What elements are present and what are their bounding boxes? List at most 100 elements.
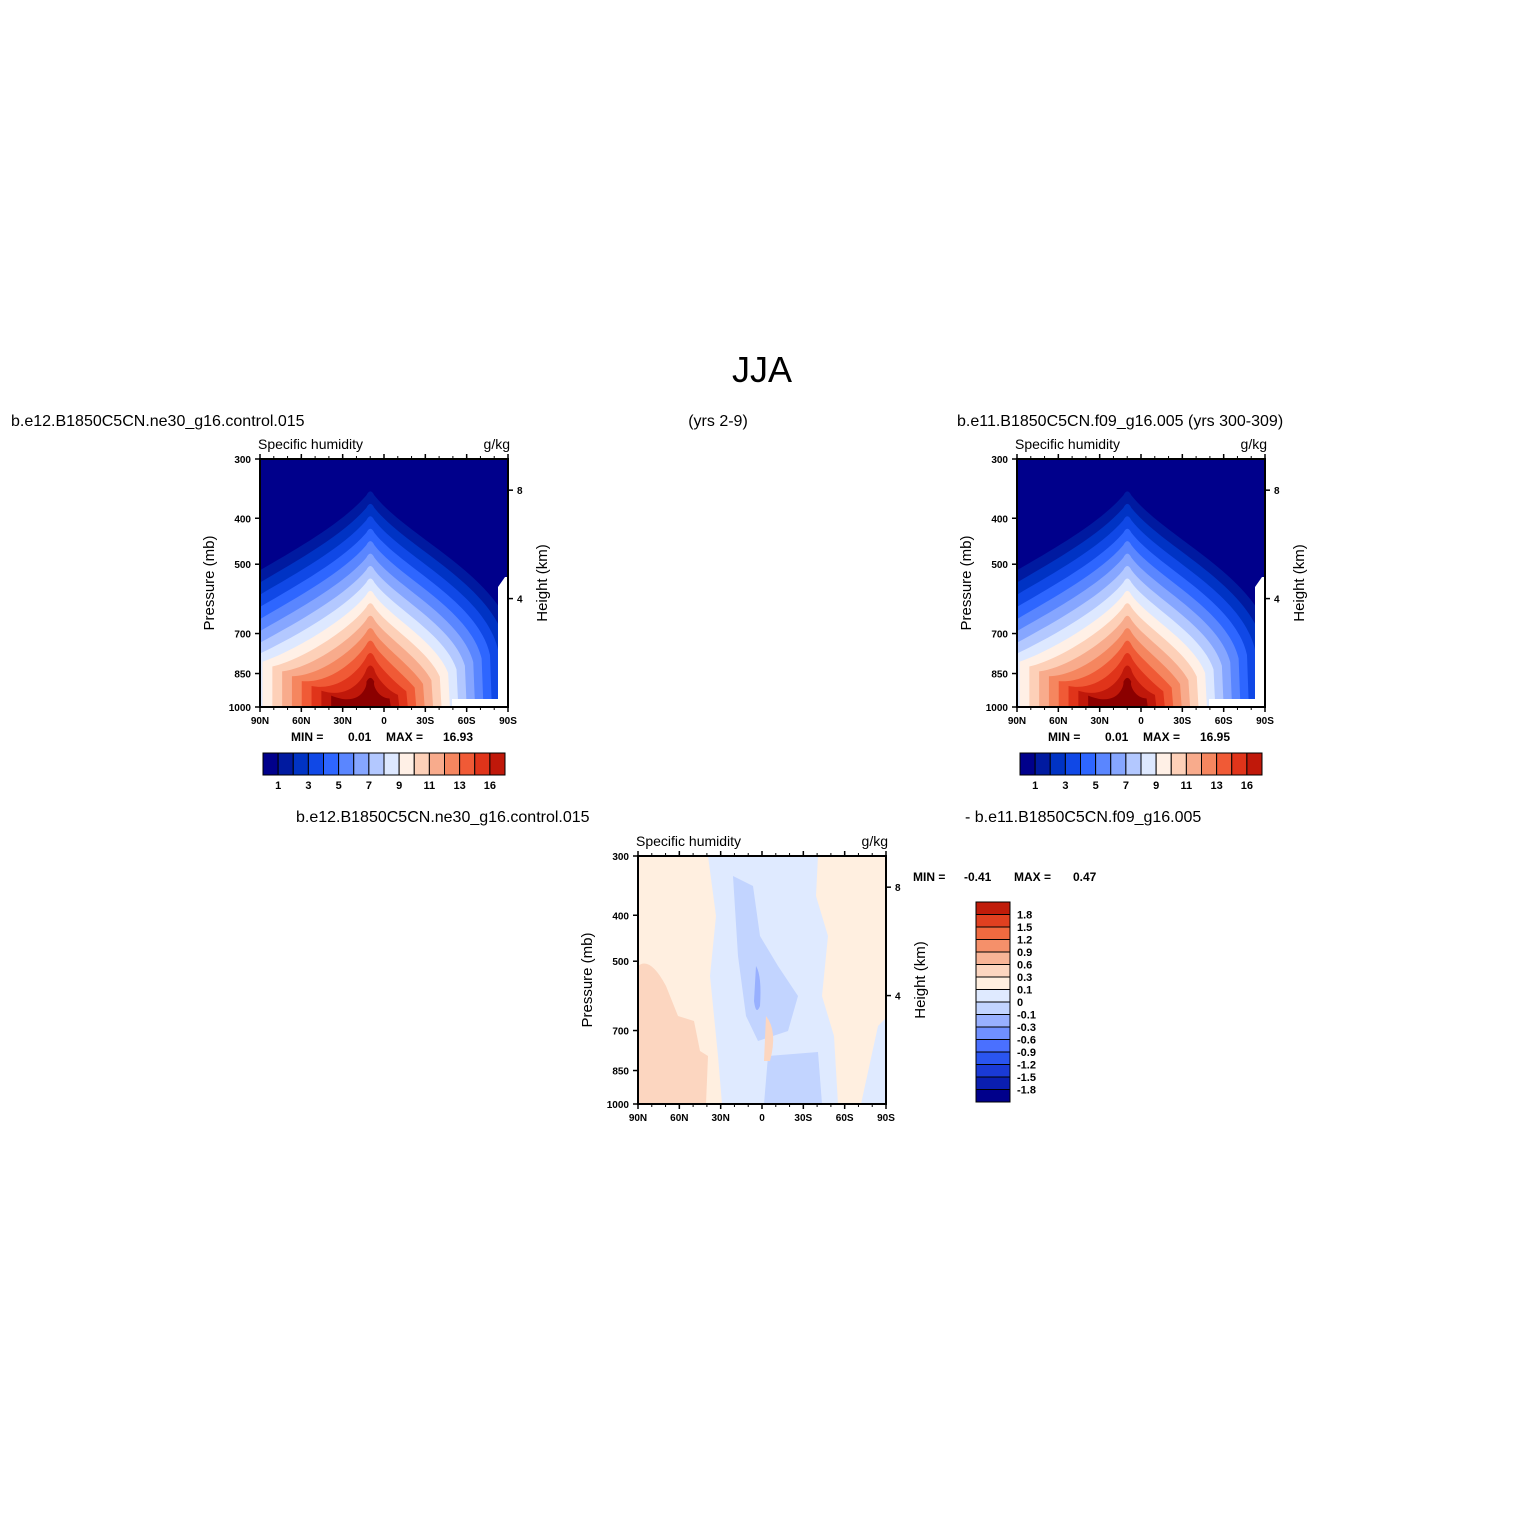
min-value: 0.01 (348, 730, 372, 744)
colorbar-swatch (975, 901, 1011, 915)
top-center-years-label: (yrs 2-9) (688, 413, 748, 430)
colorbar-swatch (975, 939, 1011, 953)
colorbar-swatch (1155, 752, 1172, 776)
colorbar-label: -1.2 (1017, 1060, 1036, 1072)
y-axis-label: Pressure (mb) (579, 932, 596, 1027)
min-label: MIN = (291, 730, 323, 744)
y-tick-label: 500 (234, 560, 251, 571)
colorbar-label: -1.8 (1017, 1085, 1036, 1097)
colorbar-swatch (413, 752, 430, 776)
colorbar-swatch (489, 752, 506, 776)
colorbar-swatch (975, 1014, 1011, 1028)
colorbar-swatch (975, 989, 1011, 1003)
y-tick-label: 1000 (986, 703, 1009, 714)
x-tick-label: 60N (292, 716, 310, 727)
y-tick-label: 1000 (607, 1100, 630, 1111)
y-tick-label: 700 (234, 630, 251, 641)
colorbar-label: -0.6 (1017, 1035, 1036, 1047)
x-tick-label: 30S (1173, 716, 1191, 727)
y-tick-label: 300 (612, 852, 629, 863)
colorbar-label: 0.3 (1017, 972, 1032, 984)
y-tick-label: 500 (991, 560, 1008, 571)
colorbar-swatch (975, 1089, 1011, 1103)
x-tick-label: 90S (1256, 716, 1274, 727)
y-tick-label: 1000 (229, 703, 252, 714)
colorbar-difference: 1.81.51.20.90.60.30.10-0.1-0.3-0.6-0.9-1… (975, 901, 1036, 1103)
axes-top-right: 90N 60N 30N 0 30S 60S 90S 300 400 500 700 850 1000 8 4 (986, 454, 1280, 727)
colorbar-swatch (277, 752, 294, 776)
min-label: MIN = (913, 870, 945, 884)
colorbar-label: 1.8 (1017, 910, 1032, 922)
y2-tick-label: 8 (895, 883, 901, 894)
x-tick-label: 30S (416, 716, 434, 727)
field-band-16 (1088, 677, 1148, 707)
colorbar-label: 0.1 (1017, 985, 1032, 997)
colorbar-swatch (975, 964, 1011, 978)
x-tick-label: 90N (251, 716, 269, 727)
colorbar-label: -0.3 (1017, 1022, 1036, 1034)
colorbar-label: -0.9 (1017, 1047, 1036, 1059)
colorbar-label: 3 (1062, 780, 1068, 792)
x-tick-label: 30N (1090, 716, 1108, 727)
y-tick-label: 400 (612, 911, 629, 922)
field-positive-nh (638, 963, 708, 1104)
colorbar-swatch (1216, 752, 1233, 776)
colorbar-swatch (368, 752, 385, 776)
colorbar-swatch (1034, 752, 1051, 776)
colorbar-label: 16 (484, 780, 496, 792)
colorbar-label: 9 (1153, 780, 1159, 792)
field-positive-sliver (764, 1016, 774, 1061)
colorbar-label: -1.5 (1017, 1072, 1036, 1084)
y2-tick-label: 8 (517, 486, 523, 497)
field-negative-peak (754, 966, 761, 1010)
max-value: 16.93 (443, 730, 473, 744)
colorbar-top-right: 1 3 5 7 9 11 13 16 (1019, 752, 1263, 792)
y-axis-label: Pressure (mb) (201, 535, 218, 630)
colorbar-swatch (323, 752, 340, 776)
min-value: 0.01 (1105, 730, 1129, 744)
contour-field-difference (638, 856, 886, 1104)
panel-top-right: 90N 60N 30N 0 30S 60S 90S 300 400 500 700 850 1000 8 4… (958, 436, 1308, 792)
colorbar-swatch (353, 752, 370, 776)
colorbar-label: 5 (336, 780, 342, 792)
colorbar-swatch (975, 976, 1011, 990)
x-tick-label: 90S (499, 716, 517, 727)
max-label: MAX = (1014, 870, 1051, 884)
field-band-16 (331, 677, 391, 707)
colorbar-label: 1.2 (1017, 935, 1032, 947)
colorbar-label: 1 (275, 780, 281, 792)
panel-title-left: Specific humidity (1015, 436, 1120, 452)
colorbar-swatch (1170, 752, 1187, 776)
max-label: MAX = (1143, 730, 1180, 744)
missing-data-region (452, 577, 508, 707)
field-negative-core (733, 876, 798, 1041)
figure-title: JJA (732, 349, 792, 390)
x-tick-label: 0 (381, 716, 387, 727)
colorbar-label: 13 (454, 780, 466, 792)
colorbar-swatch (1140, 752, 1157, 776)
y2-tick-label: 4 (1274, 595, 1280, 606)
contour-field-top-right (1017, 459, 1265, 707)
colorbar-swatch (474, 752, 491, 776)
x-tick-label: 30N (711, 1113, 729, 1124)
y2-axis-label: Height (km) (534, 544, 551, 622)
colorbar-swatch (1201, 752, 1218, 776)
panel-units: g/kg (1241, 436, 1267, 452)
y-tick-label: 700 (991, 630, 1008, 641)
y-tick-label: 500 (612, 957, 629, 968)
y2-tick-label: 4 (895, 992, 901, 1003)
x-tick-label: 60N (670, 1113, 688, 1124)
y-tick-label: 850 (234, 670, 251, 681)
colorbar-swatch (975, 1051, 1011, 1065)
colorbar-swatch (338, 752, 355, 776)
colorbar-swatch (1064, 752, 1081, 776)
x-tick-label: 30N (333, 716, 351, 727)
colorbar-swatch (975, 1039, 1011, 1053)
colorbar-label: 9 (396, 780, 402, 792)
field-negative-sp (861, 1018, 886, 1104)
colorbar-label: 7 (1123, 780, 1129, 792)
colorbar-label: 3 (305, 780, 311, 792)
x-tick-label: 30S (794, 1113, 812, 1124)
colorbar-swatch (975, 1076, 1011, 1090)
colorbar-swatch (975, 1064, 1011, 1078)
